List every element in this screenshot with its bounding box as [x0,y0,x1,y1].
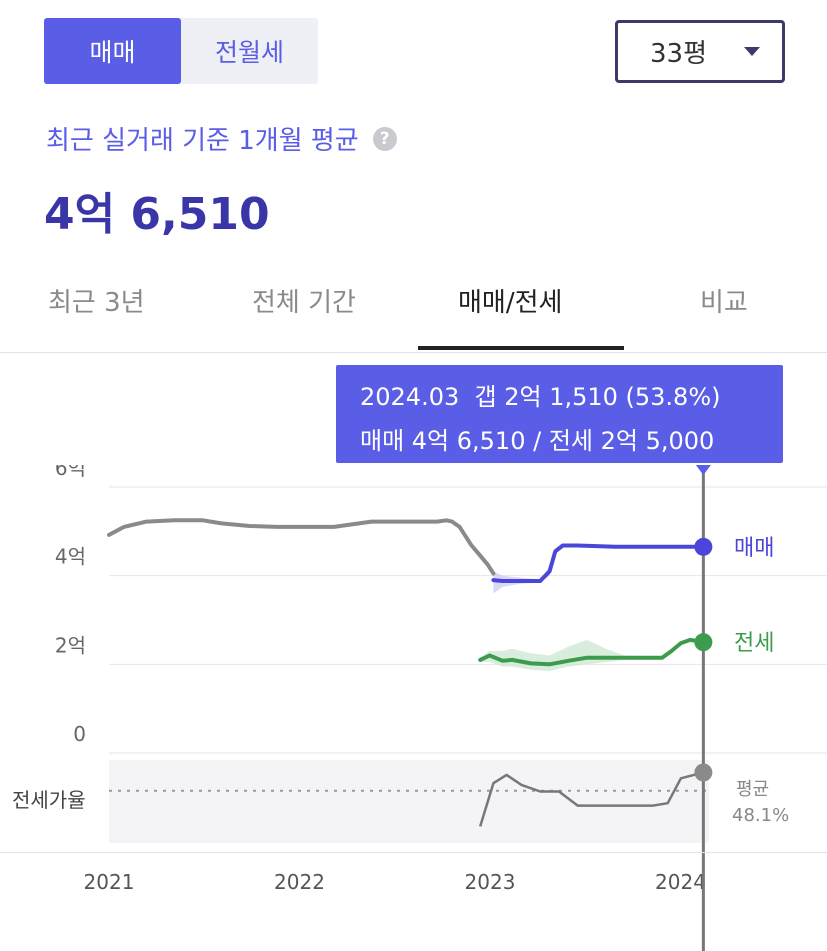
x-axis-divider [0,852,827,853]
help-icon[interactable]: ? [372,126,397,151]
tab-compare[interactable]: 비교 [700,288,748,318]
tab-full-period[interactable]: 전체 기간 [252,288,356,318]
average-price: 4억 6,510 [44,189,270,240]
x-tick-label: 2022 [274,870,325,894]
transaction-type-toggle: 매매 전월세 [44,18,318,84]
tab-sale-jeonse[interactable]: 매매/전세 [458,288,563,318]
x-tick-label: 2024 [655,870,706,894]
price-basis-label: 최근 실거래 기준 1개월 평균 ? [46,120,397,157]
tooltip-gap-line: 2024.03 갭 2억 1,510 (53.8%) [360,383,721,411]
y-tick-label: 0 [73,722,86,746]
sale-band [493,543,704,594]
jeonse-ratio-band-bg [109,760,709,843]
tooltip-price-line: 매매 4억 6,510 / 전세 2억 5,000 [360,427,715,455]
y-tick-label: 4억 [55,545,86,569]
chart-period-tabs: 최근 3년 전체 기간 매매/전세 비교 [0,262,827,353]
jeonse-ratio-line [479,771,704,827]
jeonse-band [480,638,704,671]
tooltip-pointer [695,465,711,475]
price-basis-text: 최근 실거래 기준 1개월 평균 [46,126,359,156]
area-size-select[interactable]: 33평 [615,20,785,83]
y-tick-label: 6억 [55,465,86,480]
rent-tab-button[interactable]: 전월세 [214,38,284,67]
sale-end-label: 매매 [734,536,774,561]
jeonse-line [478,637,706,667]
ratio-average-value: 48.1% [732,805,789,826]
ratio-endpoint-marker [694,763,713,782]
jeonse-ratio-row-label: 전세가율 [12,788,86,812]
ratio-average-label: 평균 [736,779,769,800]
active-tab-indicator [418,346,624,350]
jeonse-end-label: 전세 [734,631,774,656]
x-tick-label: 2021 [84,870,135,894]
caret-down-icon [744,47,760,56]
area-size-value: 33평 [650,39,708,69]
tab-recent-3-years[interactable]: 최근 3년 [48,288,145,318]
sale-endpoint-marker [694,537,713,556]
jeonse-endpoint-marker [694,633,713,652]
sale-tab-button[interactable]: 매매 [44,18,181,84]
sale-past-line [107,518,496,576]
x-tick-label: 2023 [465,870,516,894]
sale-line [491,543,706,583]
chart-tooltip: 2024.03 갭 2억 1,510 (53.8%) 매매 4억 6,510 /… [336,365,783,463]
y-tick-label: 2억 [55,633,86,657]
